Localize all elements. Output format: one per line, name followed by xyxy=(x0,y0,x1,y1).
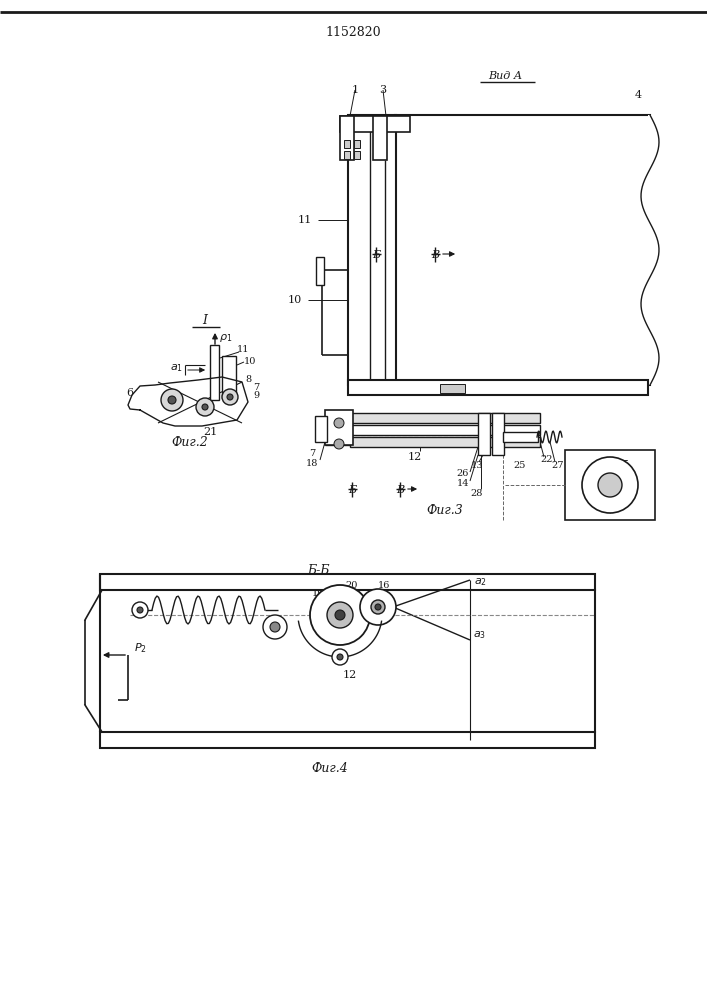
Bar xyxy=(316,257,324,285)
Text: 13: 13 xyxy=(471,460,484,470)
Bar xyxy=(503,432,538,442)
Text: 14: 14 xyxy=(457,479,469,488)
Text: 1: 1 xyxy=(351,85,358,95)
Text: I: I xyxy=(202,314,207,326)
Text: 21: 21 xyxy=(203,427,217,437)
Text: 20: 20 xyxy=(346,580,358,589)
Bar xyxy=(395,115,650,385)
Text: В: В xyxy=(431,250,439,260)
Bar xyxy=(340,116,410,132)
Bar xyxy=(492,413,504,455)
Circle shape xyxy=(375,604,381,610)
Circle shape xyxy=(263,615,287,639)
Bar xyxy=(100,574,595,590)
Bar xyxy=(565,450,655,520)
Circle shape xyxy=(196,398,214,416)
Text: 8: 8 xyxy=(245,375,251,384)
Circle shape xyxy=(310,585,370,645)
Circle shape xyxy=(337,654,343,660)
Bar xyxy=(222,356,236,398)
Bar xyxy=(440,384,465,393)
Text: $a_3$: $a_3$ xyxy=(474,629,486,641)
Text: 27: 27 xyxy=(551,460,564,470)
Bar xyxy=(350,425,540,435)
Text: 19: 19 xyxy=(312,588,325,597)
Text: 12: 12 xyxy=(408,452,422,462)
Circle shape xyxy=(327,602,353,628)
Circle shape xyxy=(371,600,385,614)
Text: 7: 7 xyxy=(309,448,315,458)
Bar xyxy=(348,115,396,385)
Text: Вид А: Вид А xyxy=(488,71,522,81)
Bar xyxy=(354,151,360,159)
Circle shape xyxy=(161,389,183,411)
Circle shape xyxy=(137,607,143,613)
Circle shape xyxy=(335,610,345,620)
Circle shape xyxy=(332,649,348,665)
Text: 9: 9 xyxy=(253,391,259,400)
Text: $a_1$: $a_1$ xyxy=(170,362,184,374)
Polygon shape xyxy=(590,574,598,748)
Circle shape xyxy=(168,396,176,404)
Text: Фиг.2: Фиг.2 xyxy=(172,436,209,448)
Text: Фиг.4: Фиг.4 xyxy=(312,762,349,774)
Text: В: В xyxy=(396,485,404,495)
Text: $a_2$: $a_2$ xyxy=(474,576,486,588)
Bar xyxy=(210,345,219,400)
Bar xyxy=(350,437,540,447)
Text: 11: 11 xyxy=(237,346,250,355)
Circle shape xyxy=(334,418,344,428)
Bar xyxy=(325,410,353,445)
Bar xyxy=(100,732,595,748)
Bar xyxy=(354,140,360,148)
Text: 3: 3 xyxy=(380,85,387,95)
Bar xyxy=(648,115,660,385)
Text: Б-Б: Б-Б xyxy=(307,564,329,576)
Text: 10: 10 xyxy=(244,358,256,366)
Bar xyxy=(344,151,350,159)
Text: 16: 16 xyxy=(378,580,390,589)
Circle shape xyxy=(222,389,238,405)
Polygon shape xyxy=(85,590,102,732)
Text: $\rho_1$: $\rho_1$ xyxy=(219,332,233,344)
Text: 26: 26 xyxy=(457,468,469,478)
Circle shape xyxy=(132,602,148,618)
Circle shape xyxy=(227,394,233,400)
Circle shape xyxy=(270,622,280,632)
Text: 7: 7 xyxy=(253,383,259,392)
Circle shape xyxy=(598,473,622,497)
Text: 1152820: 1152820 xyxy=(325,25,381,38)
Bar xyxy=(348,380,648,395)
Text: Фиг.3: Фиг.3 xyxy=(426,504,463,516)
Text: 18: 18 xyxy=(306,458,318,468)
Text: Б: Б xyxy=(348,485,356,495)
Circle shape xyxy=(582,457,638,513)
Bar xyxy=(478,413,490,455)
Polygon shape xyxy=(128,377,248,426)
Circle shape xyxy=(202,404,208,410)
Bar xyxy=(373,116,387,160)
Text: 28: 28 xyxy=(471,488,483,497)
Bar xyxy=(350,413,540,423)
Circle shape xyxy=(334,439,344,449)
Text: 10: 10 xyxy=(288,295,302,305)
Text: Б: Б xyxy=(372,250,380,260)
Text: 4: 4 xyxy=(634,90,641,100)
Bar xyxy=(344,140,350,148)
Text: 11: 11 xyxy=(298,215,312,225)
Text: 12: 12 xyxy=(343,670,357,680)
Text: 22: 22 xyxy=(541,456,554,464)
Bar xyxy=(340,116,354,160)
Text: 15: 15 xyxy=(616,460,630,470)
Circle shape xyxy=(360,589,396,625)
Text: 25: 25 xyxy=(514,460,526,470)
Text: 6: 6 xyxy=(127,388,134,398)
Text: $P_2$: $P_2$ xyxy=(134,641,146,655)
Bar xyxy=(315,416,327,442)
